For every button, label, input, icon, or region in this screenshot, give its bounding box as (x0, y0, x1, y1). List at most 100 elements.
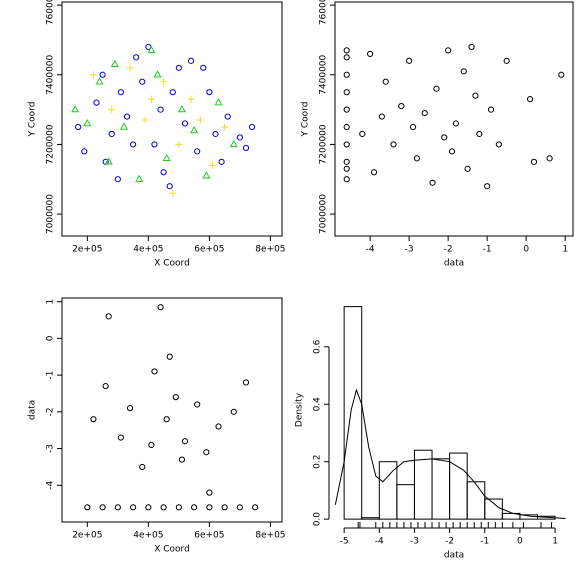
histogram-bar (378, 461, 398, 520)
y-tick-label: 0.2 (313, 455, 323, 469)
point (343, 54, 350, 61)
point (110, 59, 119, 68)
point (495, 141, 502, 148)
point (472, 92, 479, 99)
point (433, 85, 440, 92)
point (153, 70, 162, 78)
x-tick-label: 8e+05 (255, 531, 285, 541)
point (147, 45, 156, 54)
point (89, 71, 97, 79)
point (83, 119, 92, 127)
y-tick-label: 0 (46, 335, 56, 341)
point (90, 416, 97, 423)
y-tick-label: 0.0 (313, 512, 323, 527)
point (487, 106, 495, 113)
point (141, 116, 149, 124)
point (166, 183, 173, 190)
x-tick-label: -4 (366, 245, 375, 255)
point (175, 504, 182, 511)
point (215, 423, 222, 430)
point (151, 368, 158, 375)
point (160, 504, 167, 511)
point (229, 139, 238, 148)
x-axis-title: data (444, 551, 464, 561)
point (343, 158, 350, 165)
point (181, 120, 189, 127)
point (84, 504, 91, 511)
point (242, 379, 250, 386)
point (162, 153, 171, 162)
point (252, 504, 259, 511)
point (194, 148, 201, 155)
point (139, 78, 146, 85)
x-tick-label: 2e+05 (72, 245, 102, 255)
y-axis-title: Y Coord (301, 102, 311, 138)
point (445, 47, 452, 54)
y-tick-label: 7600000 (319, 0, 329, 25)
point (359, 130, 366, 138)
point (406, 57, 413, 64)
point (71, 105, 80, 113)
point (236, 134, 243, 141)
x-tick-label: -3 (410, 537, 419, 547)
point (214, 98, 223, 106)
point (343, 123, 350, 131)
point (546, 155, 553, 162)
point (148, 441, 155, 448)
point (181, 438, 189, 445)
point (190, 125, 199, 134)
x-tick-label: 0 (523, 245, 529, 255)
point (367, 50, 374, 57)
point (343, 106, 350, 113)
point (145, 504, 152, 511)
point (114, 504, 121, 511)
point (230, 408, 237, 415)
y-tick-label: 7000000 (319, 194, 329, 234)
point (476, 130, 483, 138)
point (187, 57, 195, 64)
point (163, 416, 170, 423)
point (218, 158, 225, 165)
point (206, 489, 213, 496)
point (409, 123, 417, 131)
x-tick-label: -2 (444, 245, 453, 255)
point (558, 71, 565, 78)
point (236, 504, 243, 511)
point (503, 57, 510, 64)
y-tick-label: -1 (46, 371, 56, 380)
point (343, 165, 350, 172)
point (343, 176, 350, 183)
point (530, 158, 538, 165)
point (452, 120, 460, 127)
point (191, 504, 198, 511)
point (212, 130, 219, 138)
y-tick-label: 7200000 (46, 124, 56, 164)
point (117, 434, 124, 441)
point (135, 174, 144, 182)
point (206, 504, 213, 511)
histogram-bar (484, 498, 503, 520)
point (206, 89, 213, 96)
point (177, 105, 186, 113)
point (126, 64, 134, 72)
histogram-bar (431, 458, 451, 520)
point (108, 130, 115, 138)
x-axis-title: X Coord (154, 545, 190, 555)
x-tick-label: -5 (340, 537, 349, 547)
point (169, 189, 177, 197)
point (102, 383, 109, 390)
point (117, 89, 124, 96)
x-tick-label: 1 (552, 537, 558, 547)
point (526, 96, 534, 103)
x-tick-label: 4e+05 (133, 531, 163, 541)
density-curve (334, 388, 566, 520)
x-tick-label: -1 (480, 537, 489, 547)
point (114, 176, 121, 183)
x-axis-title: data (444, 259, 464, 269)
point (429, 179, 436, 186)
point (95, 77, 104, 85)
y-tick-label: 0.6 (313, 339, 323, 354)
point (123, 113, 131, 120)
point (119, 122, 128, 130)
